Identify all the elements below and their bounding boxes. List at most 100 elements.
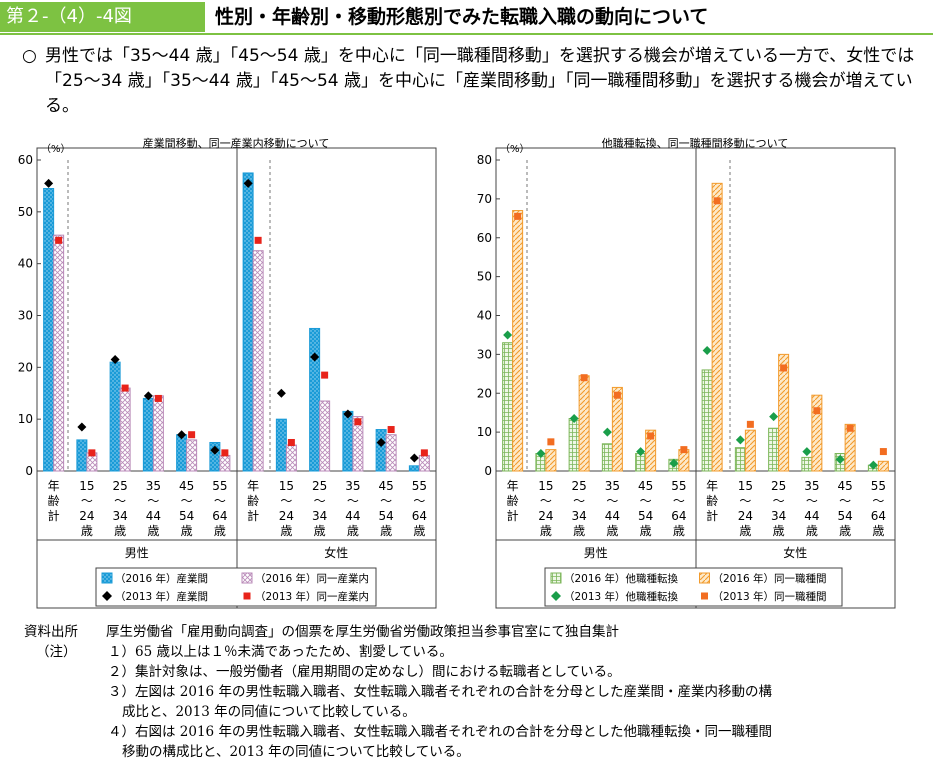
- category-label: 齢: [247, 493, 259, 508]
- category-label: 齢: [507, 493, 519, 508]
- category-label: ～: [606, 494, 618, 508]
- category-label: 25: [771, 479, 786, 493]
- bar-男性-35～44歳-0: [142, 397, 154, 472]
- category-label: 24: [79, 509, 94, 523]
- y-tick-label: 0: [25, 464, 33, 478]
- category-label: 34: [771, 509, 786, 523]
- marker-2013-女性-55～64歳-0: [868, 460, 878, 470]
- marker-2013-女性-25～34歳-0: [310, 352, 320, 362]
- marker-2013-女性-35～44歳-0: [802, 447, 812, 457]
- legend-swatch: [102, 591, 112, 601]
- chart-title: 産業間移動、同一産業内移動について: [143, 136, 330, 150]
- category-label: 歳: [347, 524, 359, 538]
- y-tick-label: 70: [477, 192, 492, 206]
- marker-2013-男性-25～34歳-0: [110, 355, 120, 365]
- category-label: ～: [81, 494, 93, 508]
- category-label: 歳: [181, 524, 193, 538]
- bar-女性-35～44歳-1: [352, 416, 364, 472]
- bar-女性-15～24歳-1: [285, 444, 297, 472]
- category-label: ～: [573, 494, 585, 508]
- marker-2013-男性-55～64歳-1: [221, 449, 229, 457]
- bar-女性-年齢計-0: [701, 369, 713, 472]
- category-label: 34: [312, 509, 327, 523]
- legend-label: （2013 年）同一職種間: [713, 590, 827, 603]
- group-label-1: 女性: [783, 545, 807, 560]
- marker-2013-男性-35～44歳-1: [613, 391, 621, 399]
- category-label: 35: [605, 479, 620, 493]
- category-label: 計: [706, 508, 718, 523]
- category-label: 歳: [413, 524, 425, 538]
- bar-男性-年齢計-1: [53, 234, 65, 472]
- marker-2013-男性-35～44歳-1: [154, 394, 162, 402]
- marker-2013-男性-年齢計-1: [514, 212, 522, 220]
- y-axis-unit: （%）: [500, 143, 530, 155]
- category-label: 齢: [706, 493, 718, 508]
- category-label: 45: [179, 479, 194, 493]
- category-label: ～: [739, 494, 751, 508]
- marker-2013-女性-15～24歳-0: [735, 435, 745, 445]
- legend-swatch: [101, 572, 113, 584]
- note-3: ３）左図は 2016 年の男性転職入職者、女性転職入職者それぞれの合計を分母とし…: [108, 684, 772, 700]
- y-tick-label: 40: [18, 257, 33, 271]
- legend-label: （2016 年）同一産業内: [255, 572, 369, 585]
- category-label: 54: [837, 509, 852, 523]
- y-tick-label: 20: [477, 386, 492, 400]
- category-label: 計: [48, 508, 60, 523]
- bar-女性-25～34歳-0: [768, 427, 780, 472]
- category-label: 15: [738, 479, 753, 493]
- bar-女性-25～34歳-0: [309, 327, 321, 472]
- legend-box: [544, 567, 843, 607]
- marker-2013-男性-35～44歳-0: [143, 391, 153, 401]
- category-label: ～: [806, 494, 818, 508]
- marker-2013-女性-年齢計-0: [702, 345, 712, 355]
- y-tick-label: 10: [18, 412, 33, 426]
- bar-男性-45～54歳-1: [645, 429, 657, 472]
- note-3-cont: 成比と、2013 年の同値について比較している。: [122, 704, 416, 720]
- marker-2013-男性-45～54歳-1: [647, 432, 655, 440]
- bar-男性-年齢計-0: [43, 188, 55, 472]
- category-label: 15: [79, 479, 94, 493]
- category-label: 35: [146, 479, 161, 493]
- category-label: 15: [279, 479, 294, 493]
- y-tick-label: 50: [477, 270, 492, 284]
- marker-2013-女性-55～64歳-1: [420, 449, 428, 457]
- category-label: 64: [871, 509, 886, 523]
- legend-label: （2016 年）他職種転換: [564, 572, 679, 585]
- bar-男性-55～64歳-1: [219, 454, 231, 472]
- marker-2013-男性-年齢計-1: [55, 236, 63, 244]
- category-label: 25: [112, 479, 127, 493]
- bar-男性-15～24歳-1: [545, 449, 557, 472]
- marker-2013-女性-15～24歳-0: [276, 388, 286, 398]
- category-label: 歳: [214, 524, 226, 538]
- y-tick-label: 60: [477, 231, 492, 245]
- chart-title: 他職種転換、同一職種間移動について: [602, 136, 789, 150]
- marker-2013-女性-35～44歳-1: [813, 407, 821, 415]
- category-label: 齢: [48, 493, 60, 508]
- bar-女性-15～24歳-1: [744, 429, 756, 472]
- bar-男性-年齢計-1: [512, 210, 524, 472]
- y-tick-label: 50: [18, 205, 33, 219]
- legend-swatch: [701, 592, 708, 600]
- bar-女性-年齢計-1: [711, 182, 723, 472]
- category-label: 年: [48, 479, 60, 493]
- category-label: 24: [738, 509, 753, 523]
- bar-男性-45～54歳-0: [635, 453, 647, 472]
- category-label: 歳: [147, 524, 159, 538]
- bar-男性-25～34歳-1: [119, 387, 131, 472]
- bar-男性-35～44歳-1: [611, 386, 623, 472]
- category-label: 歳: [280, 524, 292, 538]
- category-label: 35: [804, 479, 819, 493]
- category-label: 歳: [380, 524, 392, 538]
- category-label: 歳: [739, 524, 751, 538]
- category-label: 45: [638, 479, 653, 493]
- group-label-1: 女性: [324, 545, 348, 560]
- category-label: 55: [212, 479, 227, 493]
- bar-女性-55～64歳-1: [877, 460, 889, 472]
- category-label: 歳: [540, 524, 552, 538]
- legend-label: （2013 年）同一産業内: [255, 590, 369, 603]
- legend-label: （2016 年）同一職種間: [713, 572, 827, 585]
- chart-occupation-move: 他職種転換、同一職種間移動について （%） 0 10 20 30 40 50 60 70 80 年齢計…: [477, 136, 896, 609]
- category-label: 歳: [673, 524, 685, 538]
- legend-swatch: [241, 572, 253, 584]
